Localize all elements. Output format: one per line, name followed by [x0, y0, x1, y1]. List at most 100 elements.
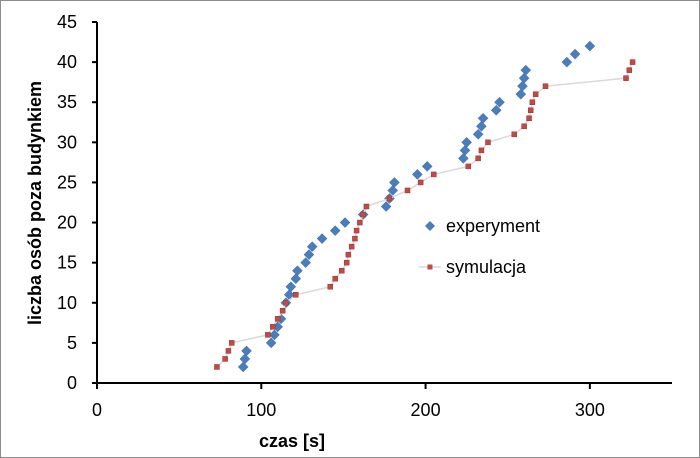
data-point-experyment [303, 249, 315, 260]
data-point-symulacja [526, 115, 532, 122]
data-point-experyment [316, 233, 328, 244]
legend-label: symulacja [446, 257, 527, 277]
data-point-symulacja [293, 292, 299, 298]
legend: experyment symulacja [419, 216, 540, 277]
data-point-symulacja [511, 131, 518, 138]
data-point-experyment [292, 265, 303, 277]
data-point-experyment [290, 273, 302, 285]
data-point-experyment [476, 120, 487, 132]
data-point-symulacja [274, 316, 281, 322]
data-point-symulacja [214, 364, 220, 370]
data-point-experyment [269, 329, 280, 341]
data-point-symulacja [626, 67, 633, 73]
data-point-experyment [300, 257, 311, 269]
data-point-experyment [472, 128, 484, 140]
data-point-symulacja [542, 83, 549, 89]
data-point-experyment [412, 169, 423, 180]
data-point-experyment [241, 345, 252, 357]
y-tick-label: 40 [57, 52, 77, 72]
data-point-experyment [339, 217, 351, 228]
data-point-symulacja [532, 91, 539, 97]
data-point-experyment [459, 145, 471, 156]
data-point-symulacja [225, 348, 232, 354]
y-tick-label: 20 [57, 213, 77, 233]
data-point-experyment [329, 225, 341, 236]
data-point-symulacja [352, 235, 358, 242]
data-point-experyment [265, 337, 277, 349]
data-point-symulacja [343, 259, 350, 266]
data-point-symulacja [283, 300, 289, 306]
series-symulacja [214, 59, 636, 370]
data-point-symulacja [623, 75, 629, 81]
series-experyment [237, 40, 596, 373]
data-point-symulacja [404, 187, 411, 194]
data-point-symulacja [629, 59, 636, 65]
data-point-experyment [461, 136, 472, 148]
data-point-symulacja [529, 99, 536, 105]
legend-label: experyment [446, 216, 540, 236]
y-axis-title: liczba osób poza budynkiem [25, 81, 45, 325]
data-point-symulacja [339, 267, 345, 274]
x-tick-label: 100 [246, 400, 276, 420]
data-point-symulacja [357, 219, 363, 226]
data-point-symulacja [360, 211, 366, 218]
legend-item-symulacja: symulacja [419, 257, 527, 277]
data-point-symulacja [222, 356, 228, 362]
data-point-symulacja [279, 308, 286, 314]
data-point-experyment [237, 361, 249, 373]
data-point-experyment [494, 96, 505, 108]
legend-marker-square [427, 264, 433, 270]
data-point-symulacja [485, 139, 491, 146]
data-point-symulacja [521, 123, 527, 130]
data-point-experyment [490, 104, 502, 116]
data-point-symulacja [478, 147, 485, 154]
data-point-experyment [239, 353, 251, 365]
data-point-experyment [517, 80, 528, 92]
data-point-symulacja [465, 163, 472, 170]
data-point-symulacja [363, 203, 370, 210]
y-tick-label: 25 [57, 172, 77, 192]
data-point-symulacja [431, 171, 437, 178]
x-tick-label: 300 [575, 400, 605, 420]
data-point-experyment [285, 281, 297, 293]
data-point-experyment [584, 40, 596, 52]
data-point-symulacja [417, 179, 424, 186]
series-layer [214, 40, 636, 373]
data-point-experyment [421, 161, 433, 172]
x-tick-label: 200 [411, 400, 441, 420]
x-axis-title: czas [s] [259, 431, 325, 451]
data-point-symulacja [475, 155, 481, 162]
data-point-symulacja [353, 227, 360, 234]
y-tick-label: 45 [57, 12, 77, 32]
data-point-experyment [561, 56, 573, 68]
data-point-experyment [518, 72, 530, 84]
data-point-symulacja [228, 340, 235, 346]
data-point-experyment [515, 88, 527, 100]
data-point-experyment [458, 153, 469, 164]
data-point-symulacja [345, 251, 352, 258]
y-tick-label: 10 [57, 293, 77, 313]
data-point-experyment [569, 48, 581, 60]
y-tick-label: 15 [57, 253, 77, 273]
y-tick-label: 35 [57, 92, 77, 112]
axes: 0 5 10 15 20 25 30 35 40 45 0 100 200 300 [57, 12, 672, 420]
data-point-experyment [477, 112, 489, 124]
data-point-symulacja [527, 107, 534, 113]
data-point-experyment [306, 241, 318, 252]
data-point-experyment [389, 177, 400, 188]
y-tick-label: 0 [67, 373, 77, 393]
legend-marker-diamond [425, 221, 435, 231]
x-tick-label: 0 [92, 400, 102, 420]
y-tick-label: 5 [67, 333, 77, 353]
data-point-symulacja [386, 195, 393, 202]
data-point-symulacja [270, 324, 276, 330]
legend-item-experyment: experyment [425, 216, 540, 236]
y-tick-label: 30 [57, 132, 77, 152]
data-point-experyment [520, 64, 532, 76]
data-point-symulacja [348, 243, 355, 250]
data-point-symulacja [332, 275, 338, 282]
data-point-experyment [380, 201, 392, 212]
data-point-symulacja [265, 332, 271, 338]
